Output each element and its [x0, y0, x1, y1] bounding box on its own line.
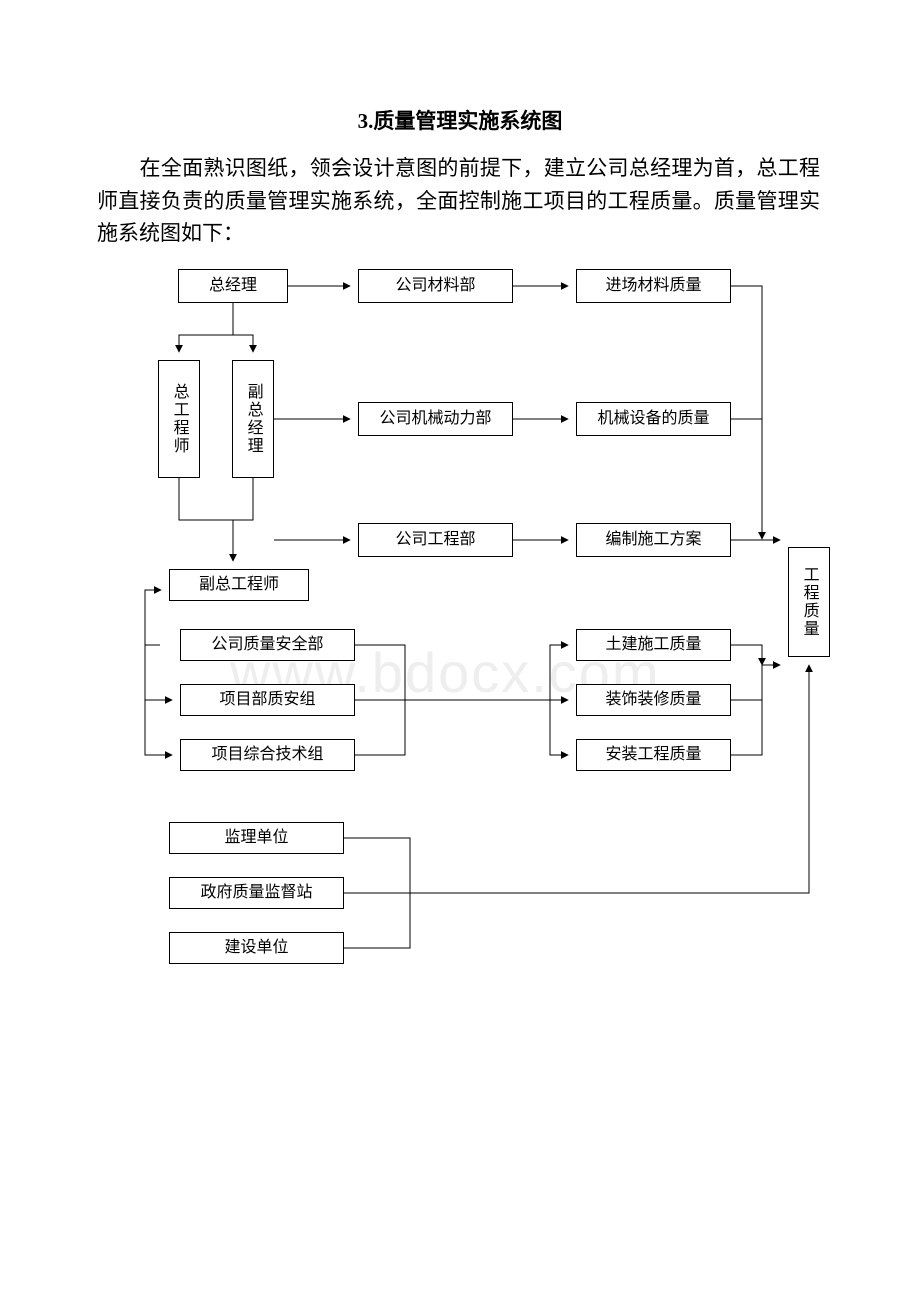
node-label: 公司质量安全部: [211, 635, 323, 654]
edge-6: [179, 303, 233, 352]
node-label: 编制施工方案: [605, 530, 701, 549]
node-result: 工程质量: [788, 547, 830, 657]
node-deng: 副总工程师: [169, 569, 309, 601]
node-label: 机械设备的质量: [597, 409, 709, 428]
edge-12: [145, 645, 172, 700]
edge-26: [731, 700, 762, 755]
edge-30: [344, 893, 410, 948]
node-label: 工程质量: [799, 566, 818, 638]
edge-20: [550, 700, 568, 755]
node-label: 监理单位: [224, 828, 288, 847]
node-label: 建设单位: [224, 938, 288, 957]
edge-14: [145, 590, 161, 645]
edge-24: [731, 645, 762, 665]
edge-13: [145, 700, 172, 755]
node-label: 公司工程部: [395, 530, 475, 549]
node-owner: 建设单位: [169, 932, 344, 964]
node-label: 政府质量监督站: [200, 883, 312, 902]
node-mech: 公司机械动力部: [358, 402, 513, 436]
node-label: 项目综合技术组: [211, 745, 323, 764]
node-sup: 监理单位: [169, 822, 344, 854]
edge-25: [731, 665, 762, 700]
node-deco: 装饰装修质量: [576, 684, 731, 716]
node-inst: 安装工程质量: [576, 739, 731, 771]
edge-18: [550, 645, 568, 700]
node-label: 副总经理: [243, 383, 262, 455]
node-civil: 土建施工质量: [576, 629, 731, 661]
edge-7: [233, 303, 253, 352]
node-mat: 公司材料部: [358, 269, 513, 303]
edge-21: [731, 286, 762, 539]
node-gm: 总经理: [178, 269, 288, 303]
flowchart-edges: [0, 0, 920, 1302]
edge-8: [179, 478, 233, 561]
node-qmat: 进场材料质量: [576, 269, 731, 303]
node-dgm: 副总经理: [232, 360, 274, 478]
node-qplan: 编制施工方案: [576, 523, 731, 557]
edge-9: [233, 478, 253, 520]
node-label: 公司机械动力部: [379, 409, 491, 428]
node-label: 装饰装修质量: [605, 690, 701, 709]
edge-15: [355, 645, 550, 700]
node-tech: 项目综合技术组: [180, 739, 355, 771]
node-qmech: 机械设备的质量: [576, 402, 731, 436]
node-gov: 政府质量监督站: [169, 877, 344, 909]
node-label: 土建施工质量: [605, 635, 701, 654]
node-eng: 总工程师: [158, 360, 200, 478]
edge-17: [355, 700, 405, 755]
node-label: 副总工程师: [199, 575, 279, 594]
node-proj: 公司工程部: [358, 523, 513, 557]
page: www.bdocx.com 3.质量管理实施系统图 在全面熟识图纸，领会设计意图…: [0, 0, 920, 1302]
node-label: 总工程师: [169, 383, 188, 455]
node-label: 进场材料质量: [605, 276, 701, 295]
node-label: 公司材料部: [395, 276, 475, 295]
node-pqa: 项目部质安组: [180, 684, 355, 716]
node-qs: 公司质量安全部: [180, 629, 355, 661]
node-label: 安装工程质量: [605, 745, 701, 764]
node-label: 总经理: [209, 276, 257, 295]
node-label: 项目部质安组: [219, 690, 315, 709]
